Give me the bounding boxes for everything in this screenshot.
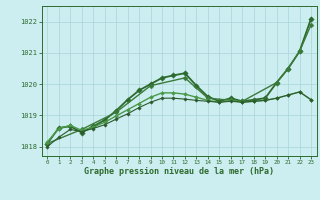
X-axis label: Graphe pression niveau de la mer (hPa): Graphe pression niveau de la mer (hPa) xyxy=(84,167,274,176)
